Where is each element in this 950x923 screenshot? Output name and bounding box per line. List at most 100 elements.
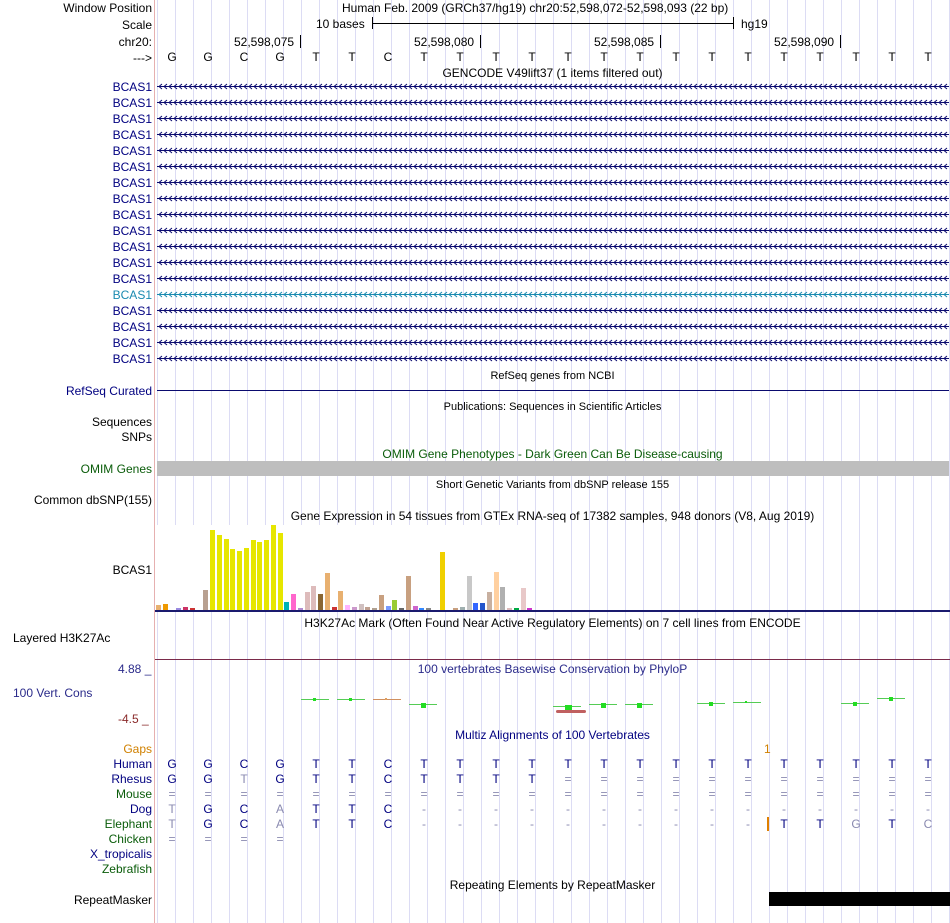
multiz-species-label[interactable]: Zebrafish (101, 862, 152, 876)
gtex-tissue-bar[interactable] (210, 530, 215, 610)
gtex-tissue-bar[interactable] (419, 608, 424, 610)
gtex-tissue-bar[interactable] (487, 592, 492, 610)
gtex-tissue-bar[interactable] (264, 540, 269, 610)
gtex-tissue-bar[interactable] (190, 608, 195, 610)
gencode-transcript-line[interactable] (157, 178, 949, 187)
gtex-tissue-bar[interactable] (507, 608, 512, 610)
gencode-transcript-label[interactable]: BCAS1 (112, 96, 152, 110)
repeatmasker-track-title[interactable]: Repeating Elements by RepeatMasker (449, 878, 656, 892)
gencode-transcript-label[interactable]: BCAS1 (112, 144, 152, 158)
gencode-transcript-line[interactable] (157, 82, 949, 91)
phylop-label[interactable]: 100 Vert. Cons (13, 686, 93, 700)
gtex-tissue-bar[interactable] (156, 605, 161, 610)
gencode-transcript-line[interactable] (157, 130, 949, 139)
dbsnp-track-title[interactable]: Short Genetic Variants from dbSNP releas… (435, 479, 670, 491)
gtex-tissue-bar[interactable] (311, 586, 316, 610)
gencode-transcript-line[interactable] (157, 114, 949, 123)
multiz-species-label[interactable]: Chicken (108, 832, 152, 846)
gtex-tissue-bar[interactable] (480, 603, 485, 610)
gencode-transcript-line[interactable] (157, 194, 949, 203)
gtex-tissue-bar[interactable] (305, 592, 310, 610)
gtex-tissue-bar[interactable] (359, 604, 364, 610)
gencode-transcript-line[interactable] (157, 354, 949, 363)
gencode-transcript-label[interactable]: BCAS1 (112, 320, 152, 334)
multiz-species-label[interactable]: Dog (129, 802, 152, 816)
gencode-transcript-label[interactable]: BCAS1 (112, 256, 152, 270)
gtex-tissue-bar[interactable] (386, 606, 391, 610)
gtex-tissue-bar[interactable] (237, 551, 242, 610)
gencode-transcript-label[interactable]: BCAS1 (112, 192, 152, 206)
gtex-track-title[interactable]: Gene Expression in 54 tissues from GTEx … (290, 509, 815, 523)
gtex-tissue-bar[interactable] (433, 609, 438, 610)
multiz-track-title[interactable]: Multiz Alignments of 100 Vertebrates (455, 728, 650, 742)
dbsnp-label[interactable]: Common dbSNP(155) (33, 493, 152, 507)
omim-label[interactable]: OMIM Genes (80, 462, 152, 476)
publications-track-title[interactable]: Publications: Sequences in Scientific Ar… (443, 401, 662, 413)
gencode-transcript-line[interactable] (157, 242, 949, 251)
multiz-species-label[interactable]: Rhesus (111, 772, 152, 786)
refseq-label[interactable]: RefSeq Curated (65, 384, 152, 398)
gtex-tissue-bar[interactable] (230, 549, 235, 610)
gtex-tissue-bar[interactable] (392, 600, 397, 610)
gencode-transcript-line[interactable] (157, 322, 949, 331)
gencode-transcript-line[interactable] (157, 306, 949, 315)
refseq-track-title[interactable]: RefSeq genes from NCBI (490, 370, 615, 382)
refseq-gene-line[interactable] (157, 390, 949, 391)
gtex-tissue-bar[interactable] (426, 608, 431, 610)
gencode-transcript-label[interactable]: BCAS1 (112, 224, 152, 238)
gtex-tissue-bar[interactable] (473, 603, 478, 610)
gencode-transcript-label[interactable]: BCAS1 (112, 112, 152, 126)
repeatmasker-element[interactable] (769, 892, 950, 906)
gencode-transcript-line[interactable] (157, 274, 949, 283)
gencode-transcript-label[interactable]: BCAS1 (112, 160, 152, 174)
gencode-transcript-line[interactable] (157, 226, 949, 235)
gtex-tissue-bar[interactable] (183, 607, 188, 610)
publications-label-sequences[interactable]: Sequences (91, 415, 152, 429)
gencode-transcript-label[interactable]: BCAS1 (112, 80, 152, 94)
gencode-transcript-label[interactable]: BCAS1 (112, 128, 152, 142)
gtex-tissue-bar[interactable] (278, 533, 283, 610)
gtex-tissue-bar[interactable] (271, 525, 276, 610)
gencode-transcript-label[interactable]: BCAS1 (112, 272, 152, 286)
gtex-tissue-bar[interactable] (291, 594, 296, 610)
gencode-transcript-label[interactable]: BCAS1 (112, 176, 152, 190)
gencode-transcript-line[interactable] (157, 290, 949, 299)
gtex-tissue-bar[interactable] (514, 608, 519, 610)
scale-label[interactable]: Scale (121, 18, 152, 32)
gtex-tissue-bar[interactable] (527, 608, 532, 610)
gtex-tissue-bar[interactable] (460, 607, 465, 610)
publications-label-snps[interactable]: SNPs (121, 430, 152, 444)
gtex-tissue-bar[interactable] (413, 606, 418, 610)
gtex-tissue-bar[interactable] (399, 608, 404, 610)
gtex-tissue-bar[interactable] (345, 605, 350, 610)
gtex-tissue-bar[interactable] (325, 573, 330, 610)
gencode-transcript-label[interactable]: BCAS1 (112, 288, 152, 302)
gtex-tissue-bar[interactable] (365, 607, 370, 610)
gtex-tissue-bar[interactable] (379, 595, 384, 610)
window-position-label[interactable]: Window Position (63, 1, 152, 15)
gtex-tissue-bar[interactable] (406, 576, 411, 610)
gtex-tissue-bar[interactable] (244, 548, 249, 610)
h3k27ac-label[interactable]: Layered H3K27Ac (13, 631, 111, 645)
gtex-tissue-bar[interactable] (440, 552, 445, 610)
multiz-species-label[interactable]: X_tropicalis (89, 847, 152, 861)
gtex-tissue-bar[interactable] (446, 609, 451, 610)
gencode-transcript-line[interactable] (157, 162, 949, 171)
multiz-species-label[interactable]: Human (113, 757, 152, 771)
gencode-transcript-label[interactable]: BCAS1 (112, 336, 152, 350)
gtex-tissue-bar[interactable] (203, 590, 208, 610)
h3k27ac-track-title[interactable]: H3K27Ac Mark (Often Found Near Active Re… (304, 616, 801, 630)
gtex-tissue-bar[interactable] (500, 587, 505, 610)
gencode-transcript-label[interactable]: BCAS1 (112, 240, 152, 254)
gencode-transcript-line[interactable] (157, 210, 949, 219)
gtex-tissue-bar[interactable] (494, 572, 499, 610)
gtex-tissue-bar[interactable] (257, 542, 262, 610)
gtex-tissue-bar[interactable] (338, 591, 343, 610)
gencode-track-title[interactable]: GENCODE V49lift37 (1 items filtered out) (442, 66, 663, 80)
gtex-tissue-bar[interactable] (521, 588, 526, 610)
gtex-tissue-bar[interactable] (176, 608, 181, 610)
gtex-tissue-bar[interactable] (251, 540, 256, 610)
gencode-transcript-line[interactable] (157, 338, 949, 347)
gencode-transcript-line[interactable] (157, 98, 949, 107)
gtex-tissue-bar[interactable] (217, 535, 222, 610)
